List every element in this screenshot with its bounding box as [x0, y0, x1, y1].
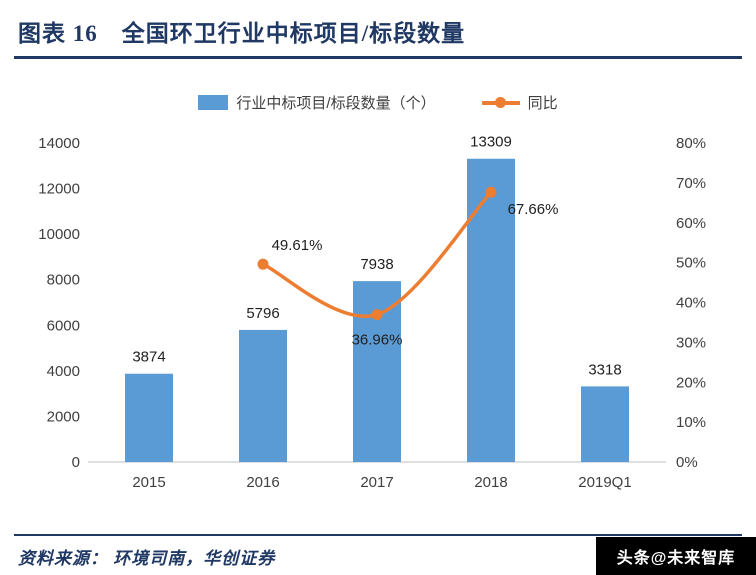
- x-axis-label: 2015: [132, 474, 165, 491]
- yoy-value-label: 49.61%: [272, 237, 323, 254]
- watermark-badge: 头条@未来智库: [596, 537, 756, 575]
- right-axis-tick: 20%: [676, 374, 706, 391]
- bar-2019Q1: [581, 386, 629, 462]
- left-axis-tick: 12000: [38, 181, 80, 198]
- right-axis-tick: 70%: [676, 175, 706, 192]
- bar-legend-swatch: [198, 95, 229, 110]
- legend-item-line: 同比: [481, 92, 558, 113]
- x-axis-label: 2016: [246, 474, 279, 491]
- x-axis-label: 2019Q1: [578, 474, 631, 491]
- x-axis-label: 2018: [474, 474, 507, 491]
- x-axis-label: 2017: [360, 474, 393, 491]
- yoy-value-label: 36.96%: [352, 332, 403, 349]
- bar-legend-label: 行业中标项目/标段数量（个）: [236, 95, 436, 112]
- right-axis-tick: 60%: [676, 215, 706, 232]
- bar-value-label: 3874: [132, 349, 165, 366]
- left-axis-tick: 0: [72, 454, 80, 471]
- bar-value-label: 5796: [246, 305, 279, 322]
- source-note: 资料来源： 环境司南，华创证券: [18, 549, 276, 568]
- right-axis-tick: 80%: [676, 135, 706, 152]
- line-legend-label: 同比: [527, 95, 558, 112]
- right-axis-tick: 10%: [676, 414, 706, 431]
- left-axis-tick: 10000: [38, 226, 80, 243]
- left-axis-tick: 4000: [47, 363, 80, 380]
- right-axis-tick: 40%: [676, 295, 706, 312]
- left-axis-tick: 8000: [47, 272, 80, 289]
- bar-2016: [239, 329, 287, 462]
- footer-divider: [14, 534, 742, 536]
- legend-item-bars: 行业中标项目/标段数量（个）: [198, 92, 436, 113]
- chart-legend: 行业中标项目/标段数量（个） 同比: [0, 92, 756, 113]
- title-divider: [14, 56, 742, 59]
- bar-value-label: 3318: [588, 361, 621, 378]
- left-axis-tick: 2000: [47, 408, 80, 425]
- combo-chart-canvas: 0 2000 4000 6000 8000 10000 12000 14000 0% 10% 20%…: [38, 134, 706, 491]
- bar-value-label: 7938: [360, 256, 393, 273]
- line-legend-marker-icon: [495, 97, 507, 108]
- bar-2017: [353, 281, 401, 462]
- figure-title: 图表 16 全国环卫行业中标项目/标段数量: [18, 21, 466, 46]
- left-axis-tick: 6000: [47, 317, 80, 334]
- yoy-value-label: 67.66%: [508, 201, 559, 218]
- bar-2018: [467, 158, 515, 462]
- yoy-marker: [371, 309, 383, 321]
- yoy-marker: [257, 258, 269, 270]
- bar-value-label: 13309: [470, 134, 512, 151]
- right-axis-tick: 30%: [676, 334, 706, 351]
- line-legend-swatch: [481, 97, 520, 108]
- watermark-text: 头条@未来智库: [616, 550, 736, 567]
- bar-2015: [125, 373, 173, 462]
- right-axis-tick: 0%: [676, 454, 698, 471]
- left-axis-tick: 14000: [38, 135, 80, 152]
- yoy-marker: [485, 186, 497, 198]
- right-axis-tick: 50%: [676, 255, 706, 272]
